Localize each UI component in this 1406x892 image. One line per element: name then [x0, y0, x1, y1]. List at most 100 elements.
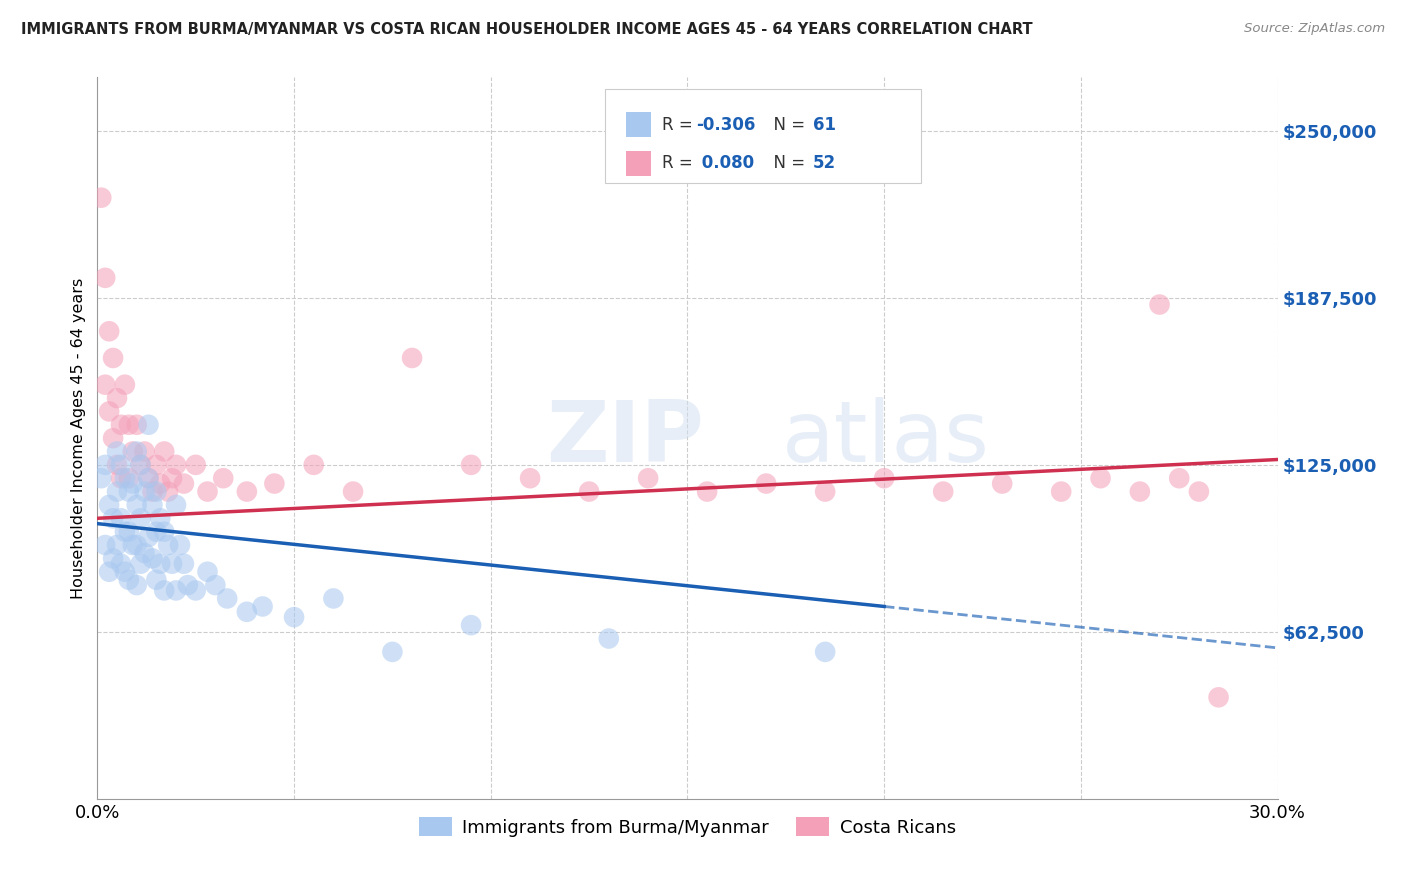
Point	[460, 458, 482, 472]
Text: -0.306: -0.306	[696, 116, 755, 134]
Point	[236, 484, 259, 499]
Point	[173, 557, 195, 571]
Point	[381, 645, 404, 659]
Point	[153, 524, 176, 539]
Point	[637, 471, 659, 485]
Point	[145, 458, 167, 472]
Point	[101, 351, 124, 365]
Point	[184, 458, 207, 472]
Point	[141, 551, 163, 566]
Point	[141, 484, 163, 499]
Point	[217, 591, 239, 606]
Point	[114, 565, 136, 579]
Point	[105, 391, 128, 405]
Point	[118, 484, 141, 499]
Point	[101, 431, 124, 445]
Point	[90, 191, 112, 205]
Point	[118, 417, 141, 432]
Point	[991, 476, 1014, 491]
Point	[134, 484, 156, 499]
Point	[110, 458, 132, 472]
Text: N =: N =	[763, 116, 811, 134]
Point	[138, 530, 160, 544]
Point	[145, 484, 167, 499]
Point	[105, 444, 128, 458]
Point	[165, 458, 187, 472]
Point	[138, 471, 160, 485]
Point	[105, 484, 128, 499]
Point	[125, 498, 148, 512]
Text: R =: R =	[662, 116, 699, 134]
Point	[141, 498, 163, 512]
Point	[160, 471, 183, 485]
Point	[114, 377, 136, 392]
Point	[519, 471, 541, 485]
Point	[173, 476, 195, 491]
Point	[114, 524, 136, 539]
Point	[145, 524, 167, 539]
Point	[153, 444, 176, 458]
Point	[129, 511, 152, 525]
Point	[157, 538, 180, 552]
Point	[1090, 471, 1112, 485]
Point	[121, 538, 143, 552]
Point	[165, 498, 187, 512]
Point	[98, 498, 121, 512]
Point	[814, 484, 837, 499]
Point	[149, 476, 172, 491]
Point	[197, 484, 219, 499]
Point	[401, 351, 423, 365]
Point	[110, 471, 132, 485]
Point	[129, 458, 152, 472]
Point	[121, 444, 143, 458]
Point	[110, 557, 132, 571]
Point	[98, 324, 121, 338]
Point	[129, 458, 152, 472]
Point	[236, 605, 259, 619]
Point	[101, 551, 124, 566]
Point	[98, 565, 121, 579]
Point	[755, 476, 778, 491]
Point	[263, 476, 285, 491]
Point	[110, 417, 132, 432]
Point	[114, 471, 136, 485]
Point	[101, 511, 124, 525]
Point	[110, 511, 132, 525]
Point	[98, 404, 121, 418]
Point	[118, 471, 141, 485]
Point	[90, 471, 112, 485]
Text: 52: 52	[813, 154, 835, 172]
Point	[598, 632, 620, 646]
Point	[94, 458, 117, 472]
Text: atlas: atlas	[782, 397, 990, 480]
Point	[283, 610, 305, 624]
Point	[177, 578, 200, 592]
Text: 0.080: 0.080	[696, 154, 754, 172]
Point	[578, 484, 600, 499]
Point	[932, 484, 955, 499]
Point	[94, 377, 117, 392]
Point	[302, 458, 325, 472]
Point	[125, 417, 148, 432]
Legend: Immigrants from Burma/Myanmar, Costa Ricans: Immigrants from Burma/Myanmar, Costa Ric…	[412, 810, 963, 844]
Point	[460, 618, 482, 632]
Point	[184, 583, 207, 598]
Point	[94, 538, 117, 552]
Point	[134, 444, 156, 458]
Point	[212, 471, 235, 485]
Point	[252, 599, 274, 614]
Text: Source: ZipAtlas.com: Source: ZipAtlas.com	[1244, 22, 1385, 36]
Point	[149, 511, 172, 525]
Point	[129, 557, 152, 571]
Point	[149, 557, 172, 571]
Point	[1050, 484, 1073, 499]
Point	[105, 458, 128, 472]
Point	[1168, 471, 1191, 485]
Point	[94, 270, 117, 285]
Point	[105, 538, 128, 552]
Point	[322, 591, 344, 606]
Point	[814, 645, 837, 659]
Point	[1188, 484, 1211, 499]
Text: ZIP: ZIP	[546, 397, 703, 480]
Point	[204, 578, 226, 592]
